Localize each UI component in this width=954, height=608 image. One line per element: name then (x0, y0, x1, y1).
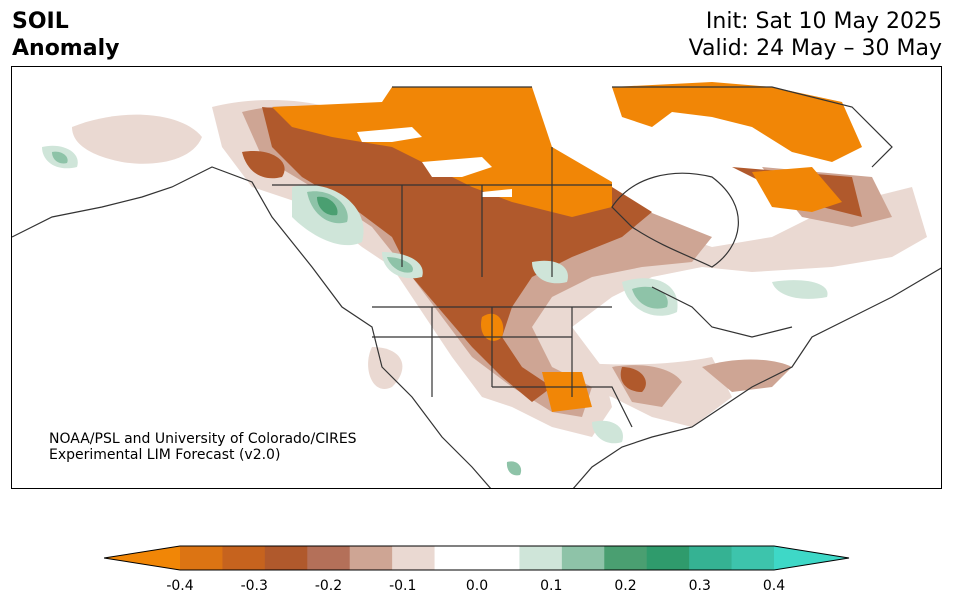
colorbar-tick-label: 0.0 (465, 578, 489, 594)
map-canvas (12, 82, 941, 488)
colorbar-tick-label: -0.4 (166, 578, 194, 594)
data-credit: NOAA/PSL and University of Colorado/CIRE… (49, 431, 357, 463)
colorbar-tick-label: 0.1 (540, 578, 563, 594)
colorbar-segment (519, 546, 563, 570)
colorbar-tick-label: 0.4 (762, 578, 786, 594)
colorbar-segment (434, 546, 478, 570)
colorbar-tick-label: -0.1 (389, 578, 417, 594)
title-kind: Anomaly (12, 36, 120, 61)
colorbar-segment (392, 546, 436, 570)
colorbar-segment (561, 546, 605, 570)
coastlines-and-borders (12, 86, 941, 488)
lakes (357, 127, 512, 197)
colorbar-extend-low (104, 546, 180, 570)
credit-line-1: NOAA/PSL and University of Colorado/CIRE… (49, 431, 357, 447)
colorbar-segment (264, 546, 308, 570)
colorbar-tick-label: 0.2 (614, 578, 637, 594)
forecast-dates: Init: Sat 10 May 2025 Valid: 24 May – 30… (689, 8, 942, 62)
colorbar-segment (689, 546, 733, 570)
colorbar-segments (104, 546, 849, 570)
colorbar-segment (307, 546, 351, 570)
colorbar-extend-high (774, 546, 849, 570)
credit-line-2: Experimental LIM Forecast (v2.0) (49, 447, 281, 463)
colorbar-segment (222, 546, 266, 570)
colorbar-tick-label: 0.3 (688, 578, 711, 594)
colorbar-segment (604, 546, 648, 570)
colorbar-segment (646, 546, 690, 570)
colorbar-segment (180, 546, 223, 570)
colorbar-segment (477, 546, 520, 570)
map-title: SOIL Anomaly (12, 8, 119, 62)
title-variable: SOIL (12, 9, 69, 34)
colorbar-outline (104, 545, 850, 571)
colorbar-segment (349, 546, 393, 570)
colorbar (104, 545, 850, 571)
colorbar-segment (731, 546, 775, 570)
colorbar-tick-label: -0.2 (314, 578, 343, 594)
init-date: Init: Sat 10 May 2025 (705, 9, 942, 34)
wet-anomaly-areas (42, 145, 828, 476)
colorbar-tick-label: -0.3 (240, 578, 268, 594)
valid-range: Valid: 24 May – 30 May (688, 36, 942, 61)
anomaly-map (11, 66, 942, 489)
